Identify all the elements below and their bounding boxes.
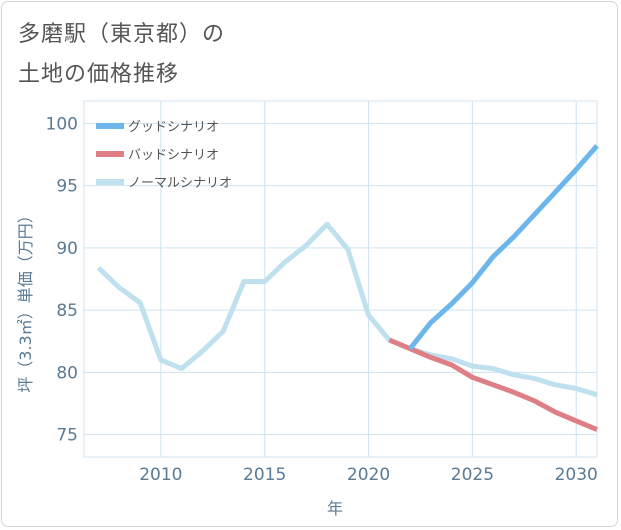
x-tick-label: 2015 <box>243 465 286 485</box>
y-tick-label: 75 <box>56 426 78 446</box>
series-line-normal <box>96 221 598 398</box>
y-tick-label: 100 <box>46 114 78 134</box>
series-line-bad <box>388 337 598 432</box>
y-tick-label: 80 <box>56 363 78 383</box>
legend-label-normal: ノーマルシナリオ <box>128 176 232 191</box>
chart-title-line-1: 多磨駅（東京都）の <box>18 22 226 47</box>
y-tick-label: 95 <box>56 177 78 197</box>
tick-labels: 2010 2015 2020 2025 2030 75 80 85 90 95 100 <box>46 114 598 485</box>
legend-label-good: グッドシナリオ <box>128 120 219 135</box>
x-tick-label: 2025 <box>451 465 494 485</box>
y-tick-label: 85 <box>56 301 78 321</box>
y-axis-title: 坪（3.3㎡）単価（万円） <box>16 207 35 392</box>
x-axis-title: 年 <box>327 499 343 518</box>
x-tick-label: 2010 <box>139 465 182 485</box>
series-line-good <box>408 144 599 351</box>
x-tick-label: 2030 <box>555 465 598 485</box>
grid <box>83 100 598 458</box>
legend-label-bad: バッドシナリオ <box>128 148 219 163</box>
chart-title-line-2: 土地の価格推移 <box>18 62 180 87</box>
y-tick-label: 90 <box>56 239 78 259</box>
x-tick-label: 2020 <box>347 465 390 485</box>
plot-frame <box>83 100 598 458</box>
series-lines <box>96 144 599 432</box>
